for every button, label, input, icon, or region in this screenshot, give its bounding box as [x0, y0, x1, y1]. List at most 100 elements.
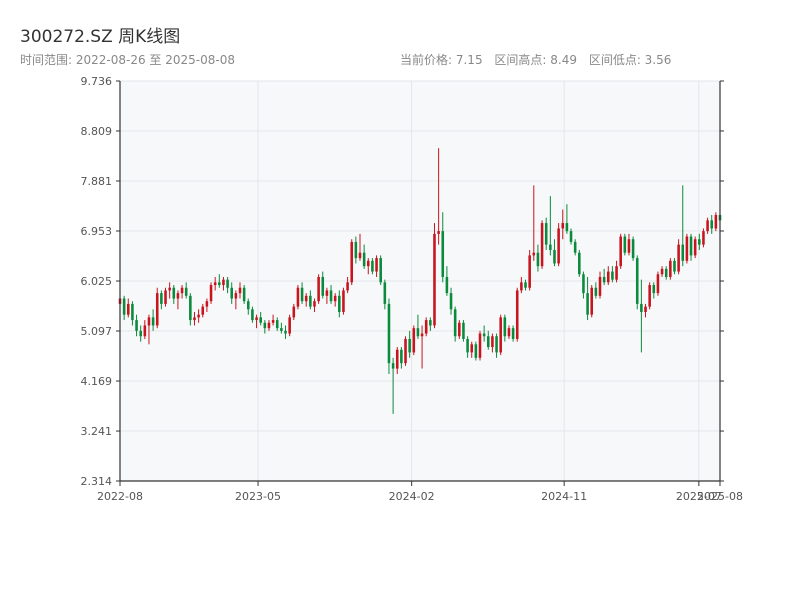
candle-body: [226, 279, 229, 288]
candle-body: [147, 317, 151, 326]
candle: [218, 274, 221, 288]
candle: [300, 282, 304, 304]
candle-body: [284, 330, 287, 334]
candle: [176, 290, 180, 310]
candle: [267, 320, 271, 331]
candle: [317, 274, 320, 304]
candle: [590, 285, 594, 318]
candle: [184, 282, 188, 299]
candle-body: [495, 336, 498, 353]
candle-body: [197, 314, 200, 318]
candle-body: [354, 241, 358, 259]
candle-body: [673, 260, 676, 272]
candle: [284, 325, 287, 339]
candle-body: [578, 252, 581, 275]
candle: [189, 293, 192, 326]
candle: [164, 287, 167, 307]
candle-body: [606, 271, 610, 283]
candle-body: [342, 290, 345, 312]
x-axis-ticks: 2022-08 2023-05 2024-02 2024-11 2025-072025-…: [97, 481, 743, 503]
candle: [631, 236, 635, 261]
candle: [602, 268, 606, 286]
candle: [354, 236, 358, 264]
candle-body: [296, 287, 300, 307]
candle-body: [408, 338, 411, 353]
candle: [429, 317, 432, 331]
candle: [246, 298, 250, 315]
y-axis-ticks: 2.314 3.241 4.169 5.097 6.025 6.953 7.881 8.809…: [81, 75, 724, 488]
candle: [453, 306, 457, 342]
candle-body: [532, 252, 536, 256]
candle-body: [652, 285, 656, 294]
candle: [644, 303, 647, 318]
candle: [491, 333, 494, 353]
candle: [503, 314, 507, 342]
y-tick-label: 9.736: [81, 75, 113, 88]
candle-body: [313, 301, 316, 307]
candle-body: [350, 241, 354, 283]
candle: [445, 266, 449, 296]
candle-body: [155, 293, 159, 326]
chart-title: 300272.SZ 周K线图: [20, 27, 181, 47]
candle-body: [400, 349, 403, 364]
candle-body: [387, 303, 391, 364]
candle-body: [631, 239, 635, 259]
candle-body: [706, 220, 709, 232]
candle-body: [255, 317, 258, 321]
candle: [238, 282, 242, 299]
candle-body: [640, 303, 643, 312]
candle: [424, 317, 428, 337]
candle-body: [271, 320, 275, 323]
candle-body: [267, 322, 271, 329]
candle: [458, 320, 461, 339]
candle: [565, 204, 569, 234]
candle-body: [660, 268, 664, 275]
candle-body: [143, 325, 147, 337]
candle: [627, 233, 631, 256]
candle-body: [420, 333, 424, 337]
candle: [304, 293, 308, 307]
candle: [333, 293, 337, 307]
candle-body: [218, 282, 221, 286]
candle: [656, 271, 660, 296]
candle-body: [478, 333, 482, 358]
candle: [449, 287, 453, 315]
candle: [416, 314, 420, 339]
candle: [255, 314, 258, 329]
candle: [309, 290, 312, 310]
candle: [329, 285, 333, 304]
grid-lines: [119, 80, 721, 482]
candle-body: [689, 236, 693, 256]
candle-body: [714, 214, 718, 229]
candle: [292, 303, 296, 321]
candle-body: [536, 252, 540, 267]
y-tick-label: 7.881: [81, 175, 113, 188]
candle: [573, 239, 577, 256]
candle-body: [222, 279, 225, 286]
candle: [271, 314, 275, 326]
candle-body: [573, 241, 577, 253]
candle-body: [404, 338, 407, 364]
candle-body: [491, 336, 494, 348]
candle-body: [586, 293, 589, 315]
candle: [520, 276, 523, 294]
candle-body: [333, 295, 337, 302]
candle-body: [445, 276, 449, 294]
candle: [209, 282, 213, 304]
candle-body: [441, 231, 445, 277]
candle: [205, 298, 209, 312]
candle-body: [366, 260, 370, 267]
candle-body: [135, 320, 138, 331]
candle-body: [602, 276, 606, 283]
candle: [681, 185, 685, 267]
candle-body: [416, 328, 420, 337]
candle: [263, 320, 267, 334]
candle: [544, 217, 548, 251]
candle-body: [486, 336, 490, 348]
candle: [598, 271, 602, 299]
candle: [511, 325, 515, 342]
candle-body: [189, 295, 192, 321]
candle-body: [126, 303, 130, 315]
candle: [193, 311, 196, 326]
candle-body: [528, 255, 531, 288]
